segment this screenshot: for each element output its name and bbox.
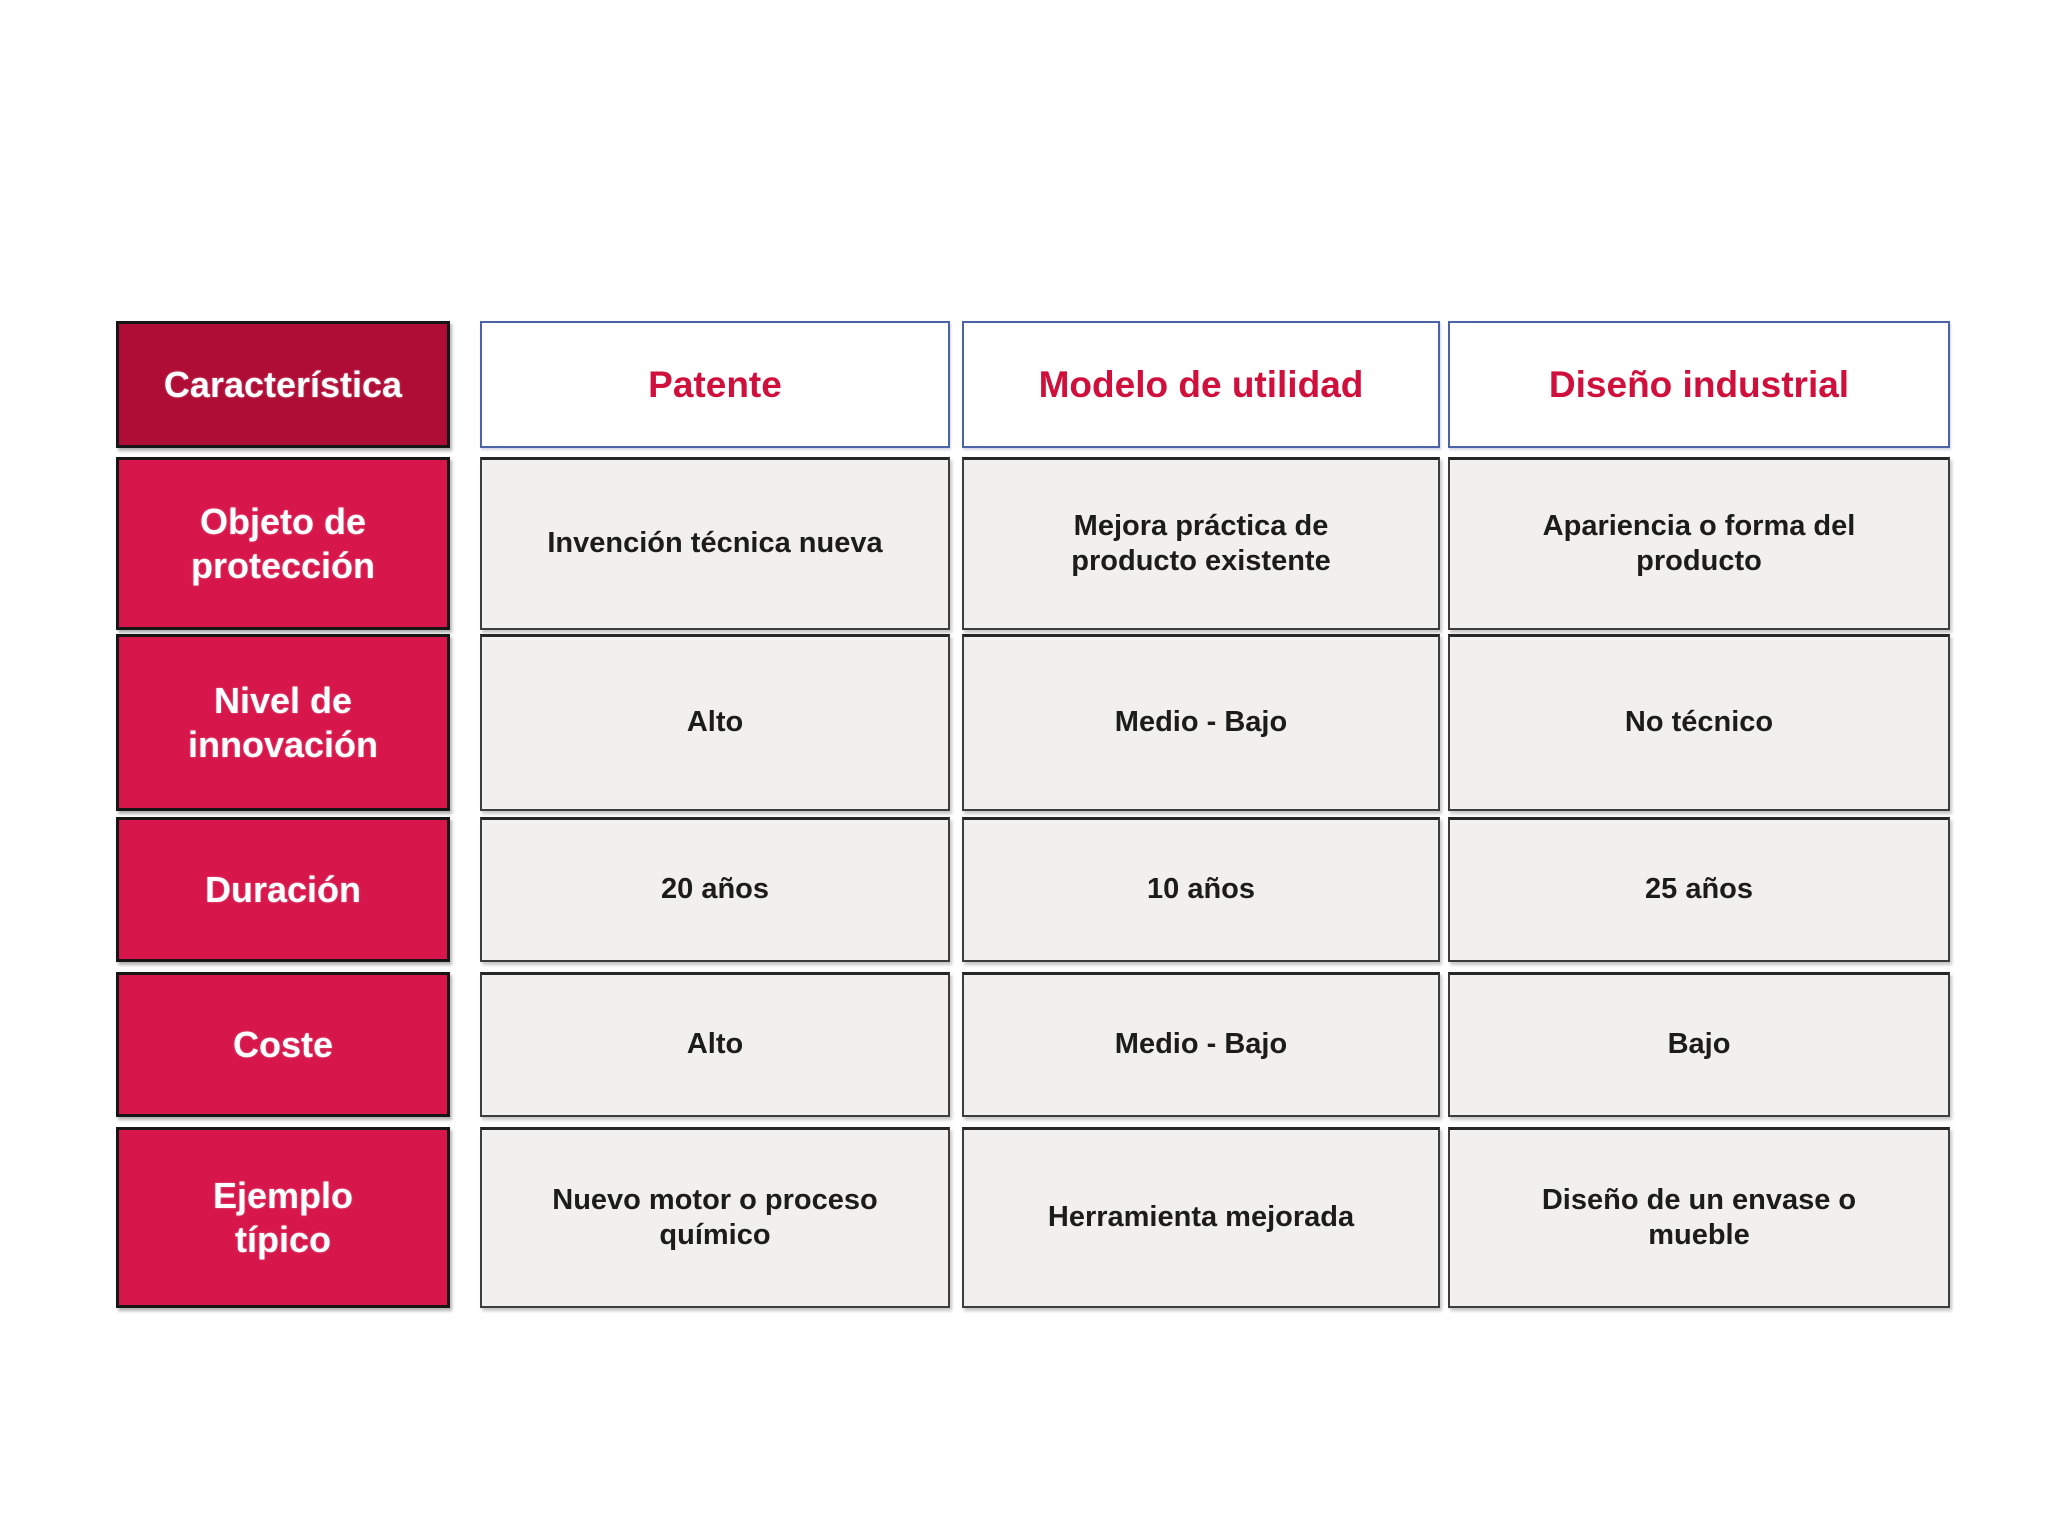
row-label-nivel-de-innovacion: Nivel de innovación: [116, 634, 450, 811]
cell-ejemplo-patente: Nuevo motor o proceso químico: [480, 1127, 950, 1308]
row-label-objeto-de-proteccion: Objeto de protección: [116, 457, 450, 630]
column-header-diseno-industrial: Diseño industrial: [1448, 321, 1950, 448]
cell-ejemplo-modelo: Herramienta mejorada: [962, 1127, 1440, 1308]
cell-ejemplo-diseno: Diseño de un envase o mueble: [1448, 1127, 1950, 1308]
table-row-coste: Coste Alto Medio - Bajo Bajo: [116, 972, 1950, 1117]
cell-nivel-modelo: Medio - Bajo: [962, 634, 1440, 811]
row-label-duracion: Duración: [116, 817, 450, 962]
cell-coste-diseno: Bajo: [1448, 972, 1950, 1117]
column-header-patente: Patente: [480, 321, 950, 448]
column-header-modelo-de-utilidad: Modelo de utilidad: [962, 321, 1440, 448]
row-label-coste: Coste: [116, 972, 450, 1117]
table-row-ejemplo-tipico: Ejemplo típico Nuevo motor o proceso quí…: [116, 1127, 1950, 1308]
table-row-objeto-de-proteccion: Objeto de protección Invención técnica n…: [116, 457, 1950, 630]
cell-duracion-diseno: 25 años: [1448, 817, 1950, 962]
corner-header-cell: Característica: [116, 321, 450, 448]
cell-coste-modelo: Medio - Bajo: [962, 972, 1440, 1117]
row-label-ejemplo-tipico: Ejemplo típico: [116, 1127, 450, 1308]
table-row-nivel-de-innovacion: Nivel de innovación Alto Medio - Bajo No…: [116, 634, 1950, 811]
cell-objeto-diseno: Apariencia o forma del producto: [1448, 457, 1950, 630]
table-row-duracion: Duración 20 años 10 años 25 años: [116, 817, 1950, 962]
header-row: Característica Patente Modelo de utilida…: [116, 321, 1950, 448]
comparison-table: Característica Patente Modelo de utilida…: [116, 321, 1950, 1308]
cell-nivel-diseno: No técnico: [1448, 634, 1950, 811]
cell-duracion-patente: 20 años: [480, 817, 950, 962]
cell-duracion-modelo: 10 años: [962, 817, 1440, 962]
cell-objeto-patente: Invención técnica nueva: [480, 457, 950, 630]
cell-nivel-patente: Alto: [480, 634, 950, 811]
cell-objeto-modelo: Mejora práctica de producto existente: [962, 457, 1440, 630]
cell-coste-patente: Alto: [480, 972, 950, 1117]
